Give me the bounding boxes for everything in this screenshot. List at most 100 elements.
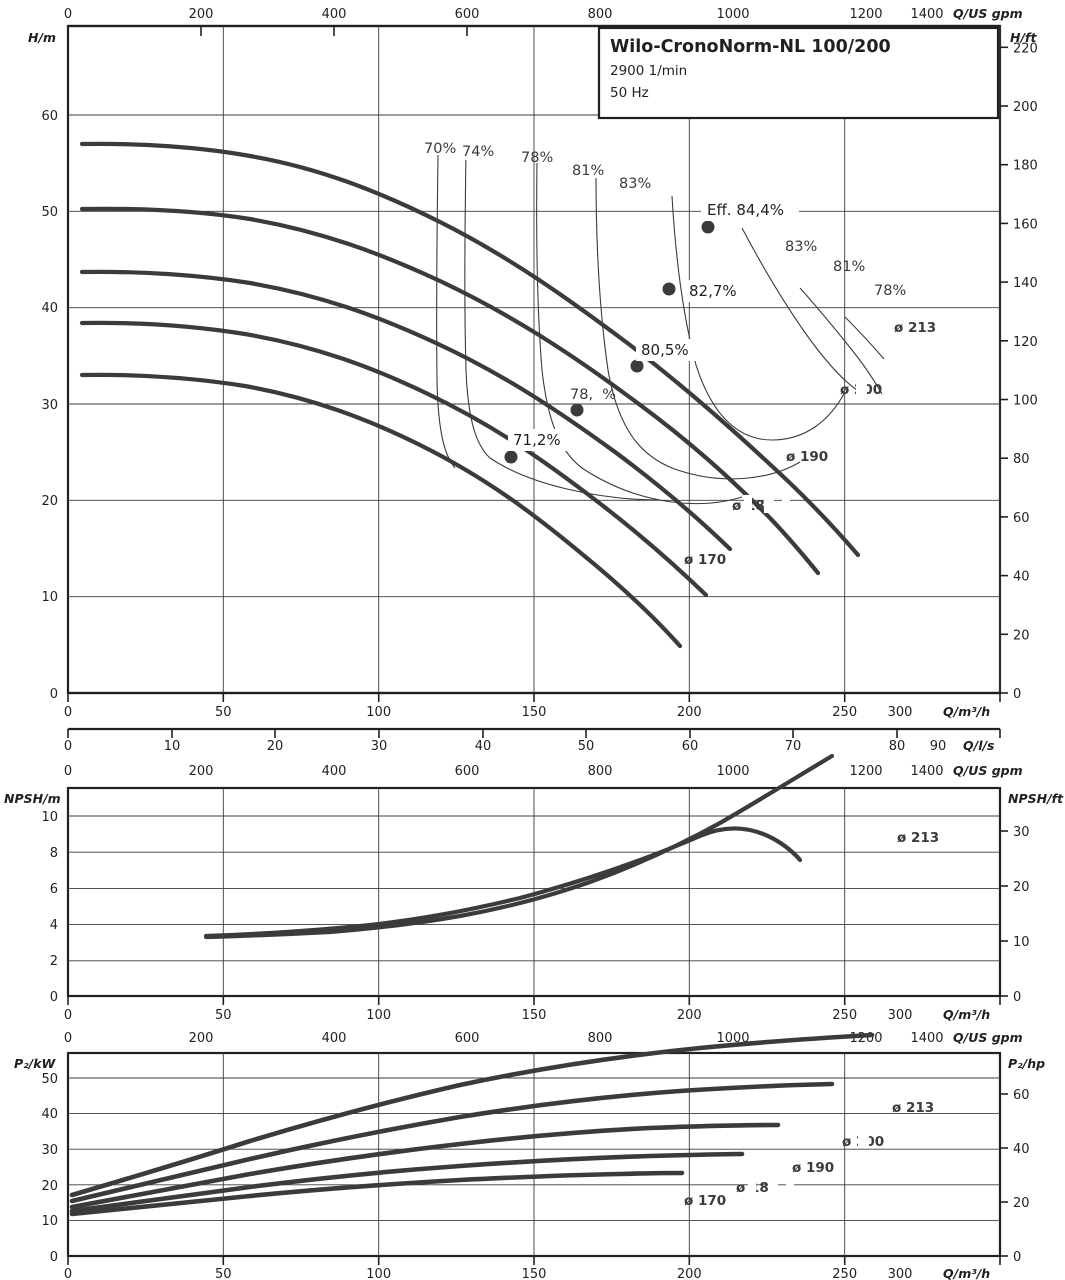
bep-callouts: Eff. 84,4% 82,7% 80,5% 78,3% 71,2% xyxy=(508,199,799,451)
tick-h-ft-60: 60 xyxy=(1013,511,1030,526)
tick-gpm-mid-600: 600 xyxy=(455,764,480,779)
impeller-label-d190-head: ø 190 xyxy=(786,449,828,465)
tick-pw-m3h-300: 300 xyxy=(888,1267,913,1280)
tick-p2-kw-20: 20 xyxy=(41,1179,58,1194)
title-box: Wilo-CronoNorm-NL 100/200 2900 1/min 50 … xyxy=(597,26,1000,120)
axis-title-q-m3h-npsh: Q/m³/h xyxy=(943,1007,990,1022)
tick-gpm-top-1200: 1200 xyxy=(849,7,882,22)
tick-h-m-0: 0 xyxy=(50,687,58,702)
tick-gpm-mid-800: 800 xyxy=(588,764,613,779)
tick-gpm-mid-400: 400 xyxy=(322,764,347,779)
head-curve-d180 xyxy=(79,320,709,598)
tick-gpm-low-600: 600 xyxy=(455,1031,480,1046)
bep-label-d190: 80,5% xyxy=(641,341,689,359)
eff-label-81-right: 81% xyxy=(833,259,865,275)
iso-efficiency-70 xyxy=(436,154,456,469)
tick-h-ft-100: 100 xyxy=(1013,394,1038,409)
tick-h-ft-140: 140 xyxy=(1013,276,1038,291)
tick-ls-60: 60 xyxy=(682,739,699,754)
tick-gpm-mid-1200: 1200 xyxy=(849,764,882,779)
tick-npsh-m-6: 6 xyxy=(50,882,58,897)
npsh-bottom-axes: 0 50 100 150 200 250 300 Q/m³/h 0 200 40… xyxy=(64,996,1023,1046)
page-title: Wilo-CronoNorm-NL 100/200 xyxy=(610,37,891,57)
tick-pw-m3h-250: 250 xyxy=(832,1267,857,1280)
npsh-bottom-m3h-ticks xyxy=(67,996,1001,1005)
npsh-right-axis: NPSH/ft 0 10 20 30 xyxy=(1000,791,1064,1005)
tick-pw-m3h-0: 0 xyxy=(64,1267,72,1280)
axis-title-h-m: H/m xyxy=(28,30,56,45)
tick-npsh-ft-0: 0 xyxy=(1013,990,1021,1005)
tick-h-m-60: 60 xyxy=(41,109,58,124)
tick-npsh-m-0: 0 xyxy=(50,990,58,1005)
bep-label-d200: 82,7% xyxy=(689,282,737,300)
tick-p2-hp-0: 0 xyxy=(1013,1250,1021,1265)
head-bottom-axes: 0 50 100 150 200 250 300 Q/m³/h 0 xyxy=(64,691,1023,779)
eff-label-78-right: 78% xyxy=(874,283,906,299)
head-bottom-ls-ticks xyxy=(67,729,1001,738)
tick-ls-90: 90 xyxy=(930,739,947,754)
tick-npsh-m3h-200: 200 xyxy=(677,1008,702,1023)
tick-npsh-m3h-100: 100 xyxy=(366,1008,391,1023)
impeller-label-d213-npsh: ø 213 xyxy=(897,830,939,846)
tick-m3h-50: 50 xyxy=(215,705,232,720)
eff-label-83-right: 83% xyxy=(785,239,817,255)
axis-title-q-m3h-head: Q/m³/h xyxy=(943,704,990,719)
tick-p2-hp-60: 60 xyxy=(1013,1088,1030,1103)
npsh-curve-d213-main xyxy=(203,753,835,940)
tick-gpm-top-600: 600 xyxy=(455,7,480,22)
impeller-label-d180-head: ø 180 xyxy=(732,498,774,514)
tick-p2-kw-30: 30 xyxy=(41,1143,58,1158)
speed-label: 2900 1/min xyxy=(610,63,687,79)
bep-marker-d170 xyxy=(504,450,518,464)
tick-p2-kw-0: 0 xyxy=(50,1250,58,1265)
power-right-axis: P₂/hp 0 20 40 60 xyxy=(1000,1056,1045,1265)
tick-ls-20: 20 xyxy=(267,739,284,754)
axis-title-npsh-m: NPSH/m xyxy=(4,791,61,806)
axis-title-q-gpm-mid: Q/US gpm xyxy=(953,763,1023,778)
tick-gpm-top-400: 400 xyxy=(322,7,347,22)
tick-gpm-top-0: 0 xyxy=(64,7,72,22)
tick-gpm-mid-0: 0 xyxy=(64,764,72,779)
tick-ls-80: 80 xyxy=(889,739,906,754)
impeller-label-d213-power: ø 213 xyxy=(892,1100,934,1116)
axis-title-npsh-ft: NPSH/ft xyxy=(1008,791,1064,806)
axis-title-q-m3h-power: Q/m³/h xyxy=(943,1266,990,1280)
power-curves xyxy=(69,1032,875,1217)
tick-npsh-m3h-300: 300 xyxy=(888,1008,913,1023)
impeller-label-d170-power: ø 170 xyxy=(684,1193,726,1209)
frequency-label: 50 Hz xyxy=(610,85,649,101)
npsh-horizontal-grid xyxy=(68,815,1000,962)
tick-npsh-m-8: 8 xyxy=(50,846,58,861)
tick-h-ft-220: 220 xyxy=(1013,41,1038,56)
power-curve-d190 xyxy=(69,1122,781,1210)
tick-gpm-low-0: 0 xyxy=(64,1031,72,1046)
bep-marker-d180 xyxy=(570,403,584,417)
power-chart: P₂/kW 0 10 20 30 40 50 P₂/hp 0 20 40 60 xyxy=(14,1032,1045,1280)
head-bottom-m3h-ticks xyxy=(67,693,1001,702)
axis-title-p2-hp: P₂/hp xyxy=(1008,1056,1045,1071)
tick-gpm-low-400: 400 xyxy=(322,1031,347,1046)
tick-h-m-10: 10 xyxy=(41,590,58,605)
power-curve-d200 xyxy=(69,1081,835,1204)
npsh-left-axis: NPSH/m 0 2 4 6 8 10 xyxy=(4,791,61,1005)
power-curve-d180 xyxy=(69,1151,745,1214)
axis-title-q-ls: Q/l/s xyxy=(963,738,994,753)
iso-efficiency-81b xyxy=(799,287,883,395)
tick-h-m-40: 40 xyxy=(41,301,58,316)
head-impeller-labels: ø 213 ø 200 ø 190 ø 180 ø 170 xyxy=(684,320,936,568)
power-bottom-axis: 0 50 100 150 200 250 300 Q/m³/h xyxy=(64,1256,1001,1280)
tick-h-ft-0: 0 xyxy=(1013,687,1021,702)
tick-npsh-m3h-250: 250 xyxy=(832,1008,857,1023)
power-impeller-labels: ø 213 ø 200 ø 190 ø 180 ø 170 xyxy=(684,1100,934,1209)
power-curve-d170 xyxy=(69,1170,685,1217)
tick-p2-kw-10: 10 xyxy=(41,1214,58,1229)
tick-gpm-low-800: 800 xyxy=(588,1031,613,1046)
tick-npsh-m3h-50: 50 xyxy=(215,1008,232,1023)
tick-p2-hp-40: 40 xyxy=(1013,1142,1030,1157)
tick-npsh-ft-30: 30 xyxy=(1013,825,1030,840)
tick-gpm-top-200: 200 xyxy=(189,7,214,22)
impeller-label-d170-head: ø 170 xyxy=(684,552,726,568)
iso-efficiency-78b xyxy=(844,316,885,360)
